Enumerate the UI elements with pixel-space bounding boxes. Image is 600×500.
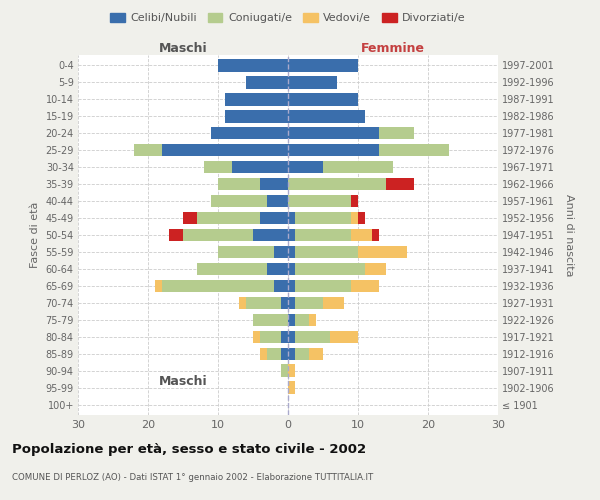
- Bar: [260, 348, 267, 360]
- Bar: [288, 330, 295, 344]
- Bar: [358, 212, 365, 224]
- Bar: [295, 228, 351, 241]
- Bar: [288, 382, 295, 394]
- Bar: [309, 348, 323, 360]
- Bar: [288, 212, 295, 224]
- Text: Maschi: Maschi: [158, 374, 208, 388]
- Bar: [183, 212, 197, 224]
- Bar: [197, 212, 260, 224]
- Bar: [288, 76, 337, 88]
- Bar: [379, 144, 449, 156]
- Bar: [288, 364, 295, 377]
- Bar: [162, 144, 288, 156]
- Bar: [281, 348, 288, 360]
- Bar: [295, 212, 351, 224]
- Text: Maschi: Maschi: [158, 42, 208, 55]
- Bar: [218, 59, 288, 72]
- Bar: [169, 228, 183, 241]
- Bar: [295, 314, 309, 326]
- Bar: [281, 296, 288, 310]
- Bar: [253, 228, 288, 241]
- Bar: [183, 228, 253, 241]
- Bar: [288, 144, 379, 156]
- Bar: [246, 296, 281, 310]
- Text: Femmine: Femmine: [361, 42, 425, 55]
- Bar: [197, 262, 267, 276]
- Bar: [162, 280, 274, 292]
- Text: COMUNE DI PERLOZ (AO) - Dati ISTAT 1° gennaio 2002 - Elaborazione TUTTITALIA.IT: COMUNE DI PERLOZ (AO) - Dati ISTAT 1° ge…: [12, 472, 373, 482]
- Bar: [232, 160, 288, 173]
- Bar: [288, 296, 295, 310]
- Bar: [260, 330, 281, 344]
- Bar: [281, 364, 288, 377]
- Bar: [288, 348, 295, 360]
- Bar: [295, 296, 323, 310]
- Legend: Celibi/Nubili, Coniugati/e, Vedovi/e, Divorziati/e: Celibi/Nubili, Coniugati/e, Vedovi/e, Di…: [106, 8, 470, 28]
- Bar: [288, 314, 295, 326]
- Bar: [295, 348, 309, 360]
- Bar: [351, 280, 379, 292]
- Bar: [281, 330, 288, 344]
- Y-axis label: Fasce di età: Fasce di età: [30, 202, 40, 268]
- Bar: [260, 212, 288, 224]
- Bar: [288, 59, 358, 72]
- Bar: [323, 296, 344, 310]
- Bar: [218, 178, 260, 190]
- Bar: [274, 246, 288, 258]
- Bar: [295, 330, 330, 344]
- Bar: [225, 110, 288, 122]
- Bar: [295, 262, 365, 276]
- Bar: [288, 262, 295, 276]
- Bar: [260, 178, 288, 190]
- Bar: [288, 280, 295, 292]
- Bar: [218, 246, 274, 258]
- Bar: [330, 330, 358, 344]
- Bar: [323, 160, 393, 173]
- Bar: [351, 212, 358, 224]
- Bar: [239, 296, 246, 310]
- Bar: [295, 280, 351, 292]
- Bar: [309, 314, 316, 326]
- Bar: [274, 280, 288, 292]
- Bar: [288, 228, 295, 241]
- Bar: [267, 262, 288, 276]
- Bar: [288, 178, 386, 190]
- Bar: [288, 93, 358, 106]
- Bar: [372, 228, 379, 241]
- Bar: [204, 160, 232, 173]
- Bar: [351, 194, 358, 207]
- Bar: [288, 160, 323, 173]
- Bar: [246, 76, 288, 88]
- Bar: [253, 330, 260, 344]
- Bar: [351, 228, 372, 241]
- Bar: [211, 194, 267, 207]
- Y-axis label: Anni di nascita: Anni di nascita: [565, 194, 574, 276]
- Bar: [267, 348, 281, 360]
- Bar: [288, 126, 379, 140]
- Bar: [295, 246, 358, 258]
- Bar: [211, 126, 288, 140]
- Bar: [288, 194, 351, 207]
- Bar: [253, 314, 288, 326]
- Bar: [155, 280, 162, 292]
- Text: Popolazione per età, sesso e stato civile - 2002: Popolazione per età, sesso e stato civil…: [12, 442, 366, 456]
- Bar: [386, 178, 414, 190]
- Bar: [365, 262, 386, 276]
- Bar: [288, 110, 365, 122]
- Bar: [134, 144, 162, 156]
- Bar: [267, 194, 288, 207]
- Bar: [379, 126, 414, 140]
- Bar: [225, 93, 288, 106]
- Bar: [358, 246, 407, 258]
- Bar: [288, 246, 295, 258]
